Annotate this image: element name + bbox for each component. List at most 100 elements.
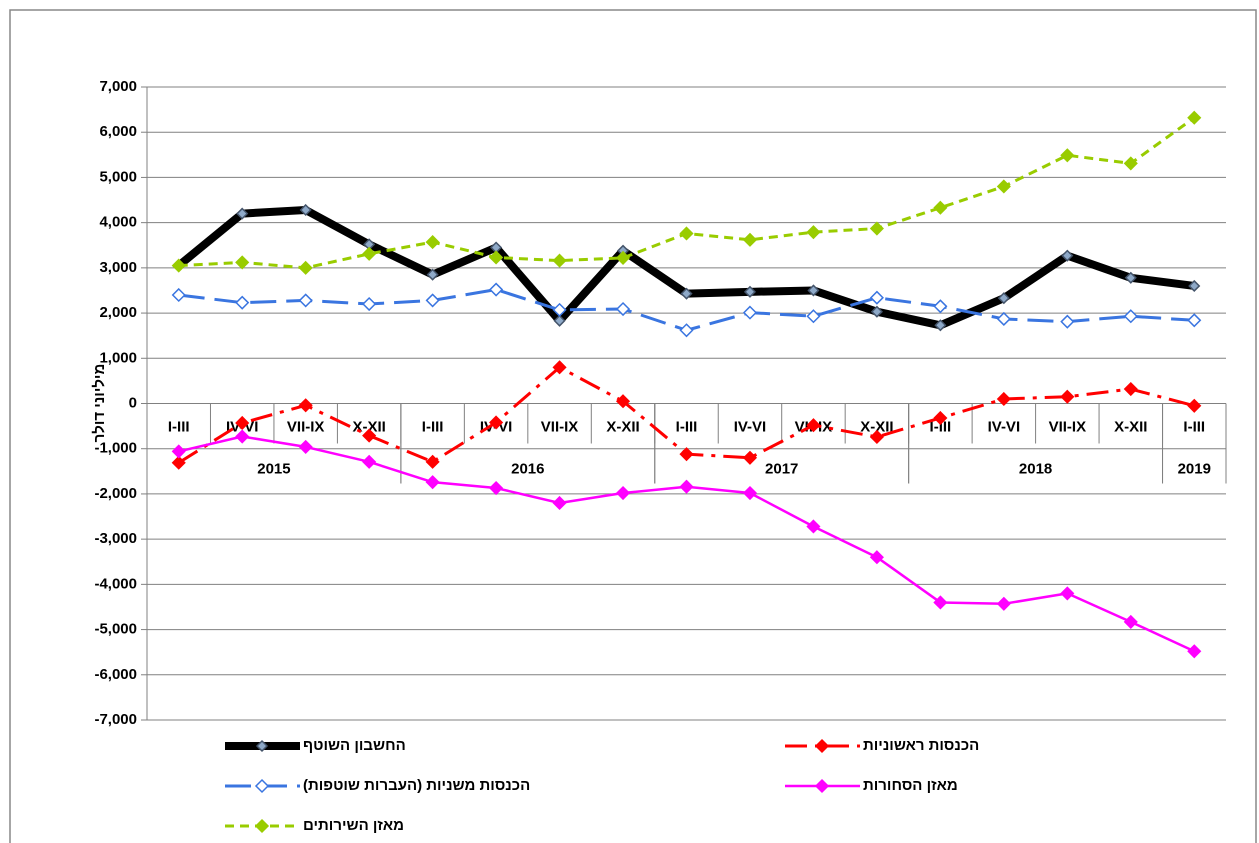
y-axis-label: מיליוני דולר — [91, 364, 108, 443]
x-group-label: 2019 — [1178, 460, 1211, 477]
series-marker — [1187, 398, 1202, 413]
series-marker — [869, 550, 884, 565]
x-tick-label: IV-VI — [988, 418, 1021, 435]
x-tick-label: I-III — [168, 418, 190, 435]
legend-label: מאזן הסחורות — [863, 777, 958, 794]
x-group-label: 2015 — [257, 460, 290, 477]
series-marker — [298, 260, 313, 275]
x-group-label: 2018 — [1019, 460, 1052, 477]
y-tick-label: 6,000 — [99, 123, 137, 140]
series-marker — [742, 485, 758, 501]
series-marker — [869, 429, 884, 445]
series-marker — [807, 284, 820, 297]
series-marker — [806, 418, 821, 433]
y-tick-label: 2,000 — [99, 304, 137, 321]
x-group-label: 2016 — [511, 460, 544, 477]
y-tick-label: -4,000 — [94, 575, 137, 592]
x-tick-label: X-XII — [860, 418, 893, 435]
legend-marker — [814, 778, 830, 794]
chart-frame — [9, 9, 1257, 843]
series-marker — [1061, 249, 1074, 262]
x-tick-label: I-III — [930, 418, 952, 435]
series-marker — [171, 444, 186, 459]
legend-marker — [254, 818, 270, 834]
series-marker — [1123, 156, 1138, 171]
legend-marker — [254, 778, 270, 794]
y-tick-label: -6,000 — [94, 666, 137, 683]
series-marker — [171, 455, 186, 470]
series-marker — [235, 415, 250, 431]
series-marker — [362, 296, 377, 312]
series-marker — [615, 250, 631, 265]
legend-marker — [814, 738, 830, 754]
series-marker — [615, 485, 631, 501]
y-tick-label: 3,000 — [99, 259, 137, 276]
series-line — [178, 116, 1196, 270]
series-marker — [997, 292, 1010, 305]
series-marker — [1188, 279, 1201, 293]
legend-label: הכנסות משניות (העברות שוטפות) — [303, 777, 530, 794]
series-marker — [996, 596, 1011, 611]
series-marker — [934, 319, 947, 332]
series-marker — [996, 179, 1011, 194]
series-marker — [425, 235, 440, 250]
series-marker — [362, 246, 377, 261]
series-marker — [806, 519, 821, 534]
series-marker — [679, 226, 694, 241]
series-marker — [552, 253, 567, 268]
series-marker — [679, 323, 694, 338]
y-tick-label: 4,000 — [99, 214, 137, 231]
series-marker — [425, 454, 440, 469]
x-tick-label: VII-IX — [1049, 418, 1087, 435]
series-marker — [489, 480, 504, 496]
series-marker — [299, 203, 312, 217]
series-marker — [1123, 381, 1138, 397]
y-tick-label: -1,000 — [94, 440, 137, 457]
series-marker — [1187, 644, 1202, 659]
series-marker — [679, 479, 694, 494]
series-marker — [235, 429, 250, 444]
series-marker — [489, 415, 504, 430]
series-marker — [1060, 148, 1075, 163]
series-marker — [552, 360, 567, 375]
series-marker — [552, 495, 567, 511]
series-marker — [742, 305, 758, 320]
y-tick-label: 1,000 — [99, 349, 137, 366]
y-tick-label: 7,000 — [99, 78, 137, 95]
x-tick-label: I-III — [676, 418, 698, 435]
series-marker — [680, 287, 693, 300]
series-marker — [298, 439, 313, 454]
series-marker — [171, 258, 186, 273]
y-tick-label: -3,000 — [94, 530, 137, 547]
series-marker — [236, 207, 249, 220]
series-marker — [171, 287, 186, 303]
series-marker — [615, 301, 631, 317]
series-marker — [1187, 313, 1202, 328]
x-tick-label: I-III — [422, 418, 444, 435]
series-marker — [996, 311, 1011, 327]
series-marker — [552, 302, 567, 317]
series-marker — [1187, 110, 1202, 125]
x-tick-label: X-XII — [1114, 418, 1147, 435]
x-tick-label: I-III — [1183, 418, 1205, 435]
series-marker — [1060, 389, 1075, 404]
x-tick-label: IV-VI — [734, 418, 767, 435]
legend-label: החשבון השוטף — [303, 737, 406, 754]
series-marker — [869, 290, 884, 305]
series-marker — [806, 225, 821, 240]
x-tick-label: VII-IX — [287, 418, 325, 435]
series-marker — [742, 450, 758, 465]
series-marker — [806, 309, 821, 324]
series-marker — [362, 454, 377, 469]
y-tick-label: -2,000 — [94, 485, 137, 502]
series-marker — [425, 475, 440, 490]
series-marker — [425, 293, 440, 308]
legend-marker — [255, 739, 269, 753]
series-marker — [298, 398, 313, 413]
series-marker — [742, 232, 758, 247]
series-marker — [933, 299, 948, 314]
series-marker — [235, 295, 250, 310]
series-marker — [362, 428, 377, 443]
series-marker — [870, 305, 883, 318]
